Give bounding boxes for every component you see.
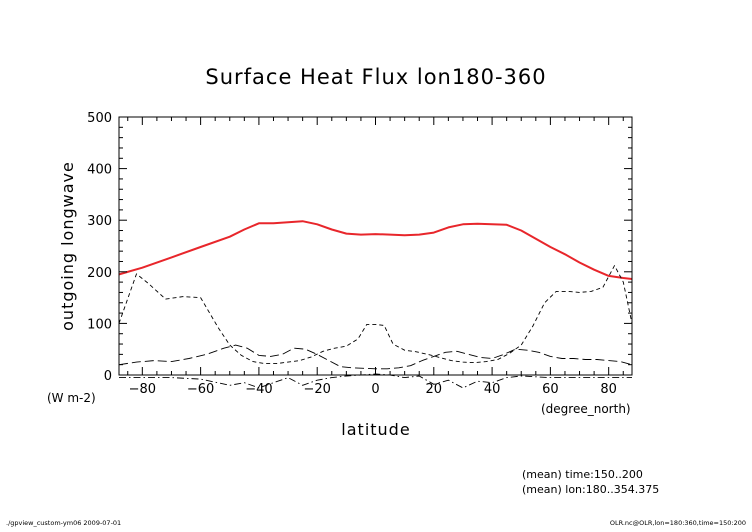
y-tick-label: 400 bbox=[87, 163, 112, 178]
series-line-1 bbox=[119, 220, 632, 280]
series-line-2 bbox=[119, 265, 632, 365]
x-tick-label: 0 bbox=[371, 382, 379, 397]
x-tick-label: −40 bbox=[245, 382, 272, 397]
x-tick-label: 80 bbox=[600, 382, 617, 397]
x-tick-label: 40 bbox=[484, 382, 501, 397]
series-line-3 bbox=[119, 344, 632, 370]
x-tick-label: 20 bbox=[426, 382, 443, 397]
plot-frame bbox=[118, 116, 633, 376]
x-tick-label: −80 bbox=[129, 382, 156, 397]
series-layer bbox=[119, 220, 632, 389]
mean-time-note: (mean) time:150..200 bbox=[522, 468, 643, 481]
y-tick-label: 0 bbox=[104, 369, 112, 384]
y-units-label: (W m-2) bbox=[47, 391, 96, 405]
mean-lon-note: (mean) lon:180..354.375 bbox=[522, 483, 659, 496]
x-axis: −80 −60 −40 −20 0 20 40 60 80 bbox=[127, 117, 624, 397]
x-axis-label: latitude bbox=[341, 420, 410, 439]
y-tick-label: 500 bbox=[87, 111, 112, 126]
y-tick-label: 200 bbox=[87, 266, 112, 281]
footer-left-note: ./gpview_custom-ym06 2009-07-01 bbox=[6, 519, 121, 527]
x-units-label: (degree_north) bbox=[541, 402, 631, 416]
x-tick-label: −60 bbox=[187, 382, 214, 397]
x-tick-label: 60 bbox=[542, 382, 559, 397]
x-tick-label: −20 bbox=[303, 382, 330, 397]
y-axis: 0 100 200 300 400 500 bbox=[87, 111, 632, 384]
chart-title: Surface Heat Flux lon180-360 bbox=[205, 65, 546, 89]
y-axis-label: outgoing longwave bbox=[58, 161, 77, 331]
footer-right-note: OLR.nc@OLR,lon=180:360,time=150:200 bbox=[610, 519, 746, 527]
y-tick-label: 300 bbox=[87, 214, 112, 229]
y-tick-label: 100 bbox=[87, 317, 112, 332]
